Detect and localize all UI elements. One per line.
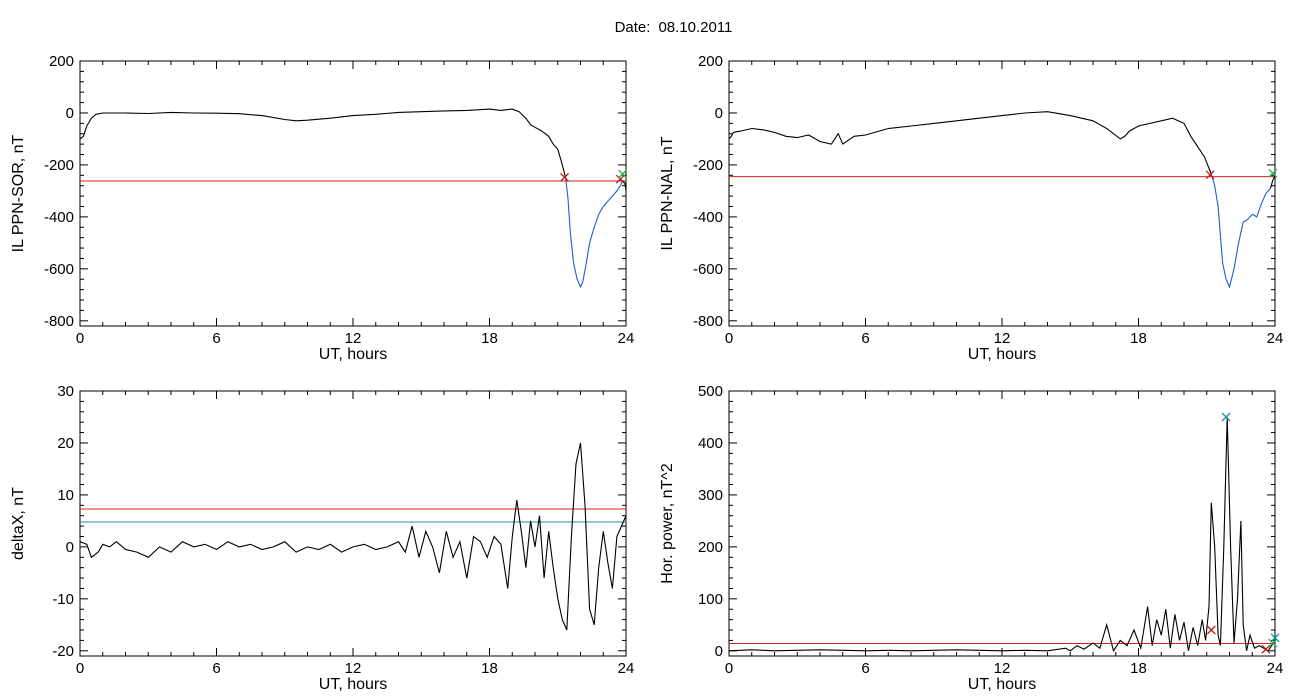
x-tick-label: 0 — [725, 660, 733, 677]
y-tick-label: 200 — [698, 539, 723, 556]
plot-frame — [728, 60, 1276, 327]
x-tick-label: 0 — [76, 330, 84, 347]
series-line — [1210, 173, 1271, 289]
series-line — [1269, 175, 1275, 189]
point-marker — [1268, 168, 1278, 178]
series-line — [565, 177, 624, 289]
y-tick-label: -10 — [52, 591, 74, 608]
x-tick-label: 24 — [618, 660, 635, 677]
point-marker — [560, 172, 570, 182]
y-tick-label: -600 — [44, 261, 74, 278]
x-tick-label: 18 — [1130, 660, 1147, 677]
plot-area — [729, 111, 1275, 289]
y-tick-label: 200 — [698, 53, 723, 70]
x-axis-title: UT, hours — [319, 676, 387, 693]
y-axis-title: IL PPN-SOR, nT — [10, 134, 27, 252]
point-marker — [1206, 625, 1216, 635]
plot-frame — [728, 390, 1276, 657]
y-tick-label: -200 — [693, 157, 723, 174]
date-label: Date: — [614, 19, 651, 36]
point-marker — [1270, 633, 1280, 643]
plot-frame — [79, 390, 627, 657]
y-tick-label: 20 — [57, 435, 74, 452]
y-tick-label: -800 — [693, 313, 723, 330]
x-tick-label: 12 — [345, 660, 362, 677]
point-marker — [615, 174, 625, 184]
x-axis-title: UT, hours — [968, 676, 1036, 693]
y-tick-label: 30 — [57, 383, 74, 400]
x-axis-title: UT, hours — [319, 346, 387, 363]
y-tick-label: -400 — [693, 209, 723, 226]
x-tick-label: 12 — [994, 660, 1011, 677]
x-tick-label: 18 — [481, 660, 498, 677]
date-value: 08.10.2011 — [658, 19, 733, 36]
y-tick-label: -400 — [44, 209, 74, 226]
x-axis-title: UT, hours — [968, 346, 1036, 363]
x-tick-label: 24 — [1267, 330, 1284, 347]
y-tick-label: -20 — [52, 643, 74, 660]
y-tick-label: 300 — [698, 487, 723, 504]
series-line — [729, 416, 1275, 653]
point-marker — [618, 169, 628, 179]
y-tick-label: 0 — [715, 643, 723, 660]
chart-p1: 0 6 12 18 24 -800 -600 -400 -200 0 200 UT, hours IL … — [10, 53, 634, 363]
x-tick-label: 12 — [994, 330, 1011, 347]
chart-p2: 0 6 12 18 24 -800 -600 -400 -200 0 200 UT, hours IL … — [659, 53, 1283, 363]
y-tick-label: 10 — [57, 487, 74, 504]
x-tick-label: 24 — [618, 330, 635, 347]
date-title: Date: 08.10.2011 — [0, 19, 1300, 36]
x-tick-label: 18 — [1130, 330, 1147, 347]
point-marker — [1221, 412, 1231, 422]
x-tick-label: 18 — [481, 330, 498, 347]
y-tick-label: 0 — [715, 105, 723, 122]
y-tick-label: 0 — [66, 105, 74, 122]
y-tick-label: -600 — [693, 261, 723, 278]
x-tick-label: 6 — [212, 660, 220, 677]
x-tick-label: 6 — [861, 660, 869, 677]
y-tick-label: 400 — [698, 435, 723, 452]
x-tick-label: 0 — [725, 330, 733, 347]
y-tick-label: -200 — [44, 157, 74, 174]
series-line — [80, 108, 567, 179]
y-tick-label: 0 — [66, 539, 74, 556]
plot-area — [80, 442, 626, 631]
y-tick-label: 100 — [698, 591, 723, 608]
plot-area — [80, 108, 626, 289]
chart-p4: 0 6 12 18 24 0 100 200 300 400 500 UT, hours Hor. po… — [659, 383, 1283, 693]
x-tick-label: 6 — [861, 330, 869, 347]
y-axis-title: IL PPN-NAL, nT — [659, 136, 676, 250]
y-axis-title: Hor. power, nT^2 — [659, 463, 676, 584]
point-marker — [1268, 638, 1278, 648]
x-tick-label: 24 — [1267, 660, 1284, 677]
chart-p3: 0 6 12 18 24 -20 -10 0 10 20 30 UT, hours deltaX, nT — [10, 383, 634, 693]
plot-frame — [79, 60, 627, 327]
x-tick-label: 0 — [76, 660, 84, 677]
point-marker — [1205, 170, 1215, 180]
series-line — [729, 111, 1212, 175]
y-axis-title: deltaX, nT — [10, 487, 27, 560]
y-tick-label: 500 — [698, 383, 723, 400]
series-line — [80, 442, 626, 631]
y-tick-label: -800 — [44, 313, 74, 330]
y-tick-label: 200 — [49, 53, 74, 70]
x-tick-label: 12 — [345, 330, 362, 347]
plot-area — [729, 416, 1275, 653]
x-tick-label: 6 — [212, 330, 220, 347]
